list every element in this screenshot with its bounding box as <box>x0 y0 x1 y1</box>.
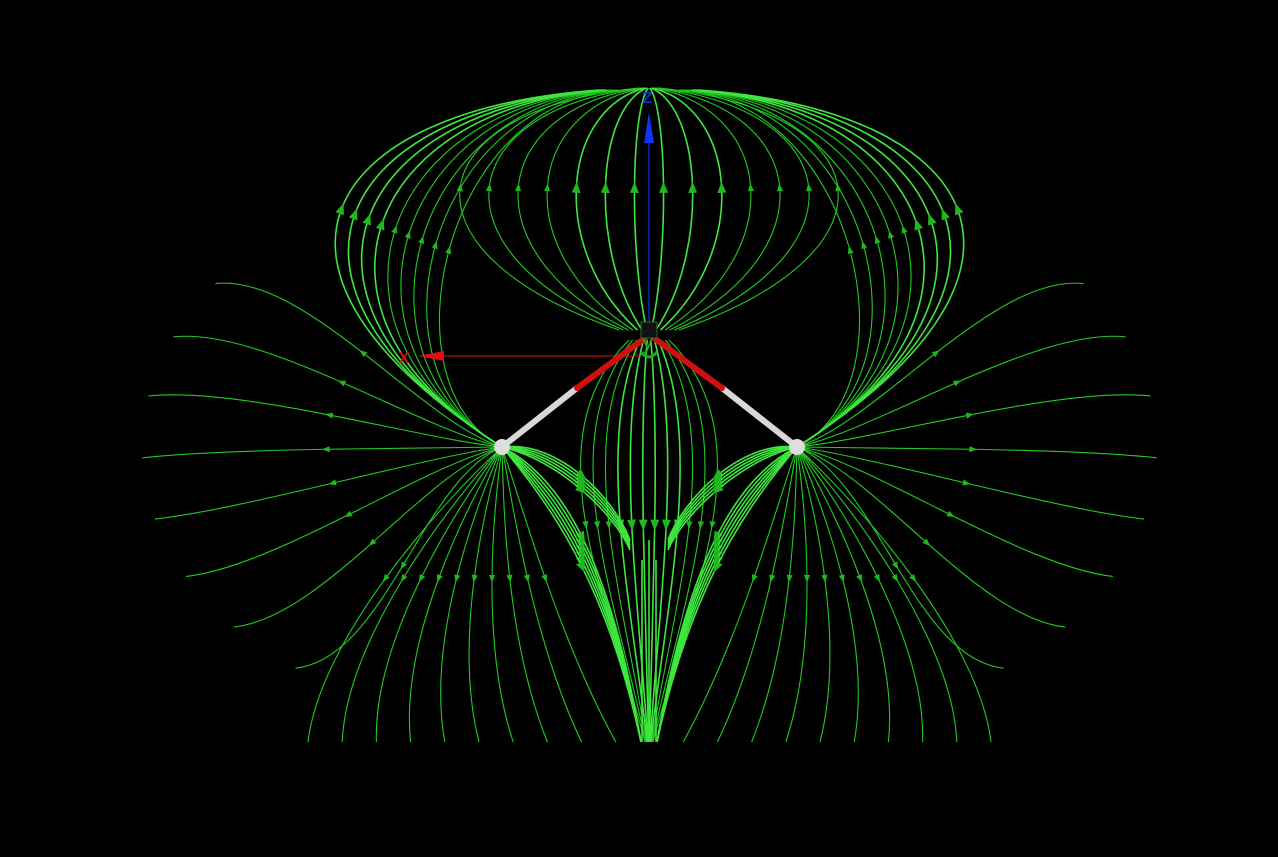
field-line <box>683 89 886 448</box>
z-axis-label: z <box>642 84 653 108</box>
field-line <box>698 89 965 448</box>
field-line <box>307 446 503 743</box>
field-line <box>796 335 1126 448</box>
field-line <box>501 446 548 743</box>
field-line <box>681 89 873 448</box>
field-line <box>142 446 503 459</box>
oxygen-atom <box>640 321 658 339</box>
field-line <box>638 339 650 743</box>
field-line <box>148 394 503 448</box>
field-line <box>173 335 503 448</box>
z-axis-arrow-icon <box>644 112 654 143</box>
field-line <box>751 446 798 743</box>
field-line <box>656 446 798 743</box>
bond-right-oxygen-half <box>651 335 725 391</box>
field-line <box>796 446 891 743</box>
field-line <box>488 446 514 743</box>
field-line <box>501 446 642 743</box>
field-line <box>440 446 503 743</box>
field-line <box>341 446 503 743</box>
field-line <box>514 87 643 331</box>
field-line <box>592 339 647 743</box>
x-axis-label: x <box>398 344 410 368</box>
bond-left-oxygen-half <box>574 335 648 391</box>
field-line <box>426 89 617 448</box>
field-line <box>796 446 924 743</box>
field-line-column <box>641 540 657 742</box>
field-line <box>796 446 992 743</box>
field-line <box>648 339 660 743</box>
field-line <box>501 446 583 743</box>
field-line <box>652 87 727 331</box>
field-line <box>649 87 669 331</box>
field-line <box>360 89 605 448</box>
field-lines <box>142 87 1157 743</box>
field-line <box>408 446 503 743</box>
field-line <box>438 89 620 448</box>
field-line <box>374 89 607 448</box>
field-line <box>657 87 813 331</box>
field-line <box>691 89 925 448</box>
field-line <box>682 446 798 743</box>
field-line <box>650 87 698 331</box>
field-line <box>375 446 503 743</box>
field-line <box>413 89 615 448</box>
field-line <box>796 446 831 743</box>
field-line <box>233 446 503 628</box>
field-line <box>627 339 649 743</box>
field-line <box>215 282 503 448</box>
field-line <box>688 89 912 448</box>
hydrogen-atom-right <box>789 439 805 455</box>
field-line <box>501 446 631 551</box>
field-line <box>485 87 641 331</box>
field-line <box>796 446 1066 628</box>
field-line <box>678 89 861 448</box>
field-line <box>796 446 958 743</box>
field-line <box>796 446 1157 459</box>
field-line <box>387 89 610 448</box>
field-line <box>696 89 952 448</box>
field-line <box>334 89 600 448</box>
field-line <box>651 339 706 743</box>
field-line <box>796 446 1113 577</box>
field-line <box>796 446 1145 520</box>
field-line <box>295 446 503 669</box>
field-line <box>649 339 671 743</box>
field-line <box>347 89 602 448</box>
field-line <box>186 446 503 577</box>
field-line <box>796 446 1004 669</box>
field-line <box>651 339 694 743</box>
field-line <box>544 87 644 331</box>
field-line <box>400 89 612 448</box>
field-line <box>655 87 784 331</box>
field-line <box>654 87 754 331</box>
field-line <box>571 87 646 331</box>
field-line <box>716 446 798 743</box>
field-line <box>629 87 649 331</box>
field-line <box>667 446 798 551</box>
field-line <box>154 446 503 520</box>
field-line <box>796 446 859 743</box>
field-line <box>693 89 939 448</box>
field-line <box>796 282 1084 448</box>
y-axis-label: y <box>642 332 653 354</box>
field-line <box>686 89 899 448</box>
hydrogen-atom-left <box>494 439 510 455</box>
field-line <box>468 446 503 743</box>
bond-left-hydrogen-half <box>499 385 580 450</box>
x-axis-arrow-icon <box>418 351 444 361</box>
field-line <box>785 446 811 743</box>
y-axis-arrow-icon <box>639 351 659 359</box>
field-line <box>501 446 617 743</box>
bond-right-hydrogen-half <box>719 385 800 450</box>
field-line <box>796 394 1151 448</box>
field-line <box>600 87 648 331</box>
field-line <box>604 339 647 743</box>
